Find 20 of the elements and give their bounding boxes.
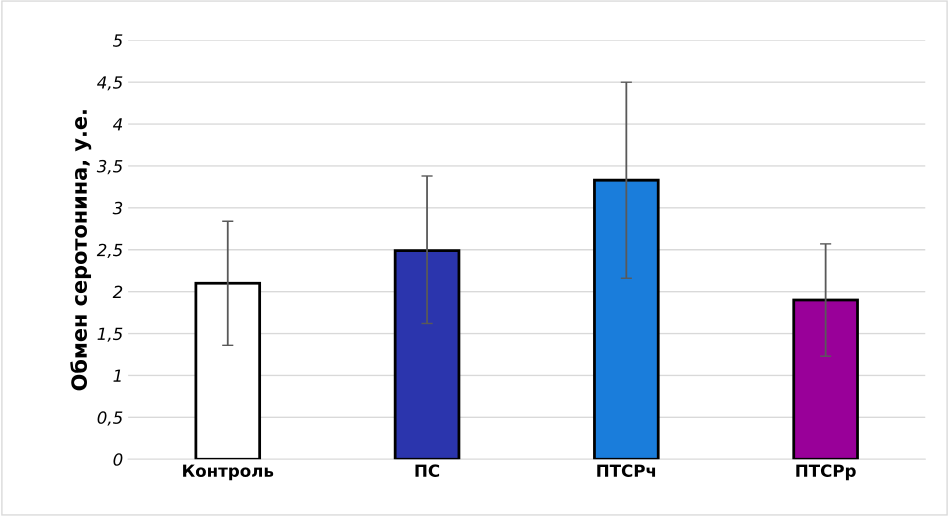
x-tick-label: ПТСРч [597,464,656,477]
y-tick-label: 4,5 [97,76,122,90]
y-tick-label: 0,5 [98,411,122,426]
y-tick-label: 5 [112,34,122,47]
bar [194,282,262,460]
x-tick-label: Контроль [183,464,274,480]
x-tick-label: ПТСРр [796,464,856,480]
y-tick-label: 3,5 [96,160,122,174]
y-tick-label: 2 [112,286,122,298]
y-tick-label: 0 [113,453,122,466]
bar [792,298,859,460]
y-axis-title: Обмен серотонина, у.е. [70,110,92,390]
y-tick-label: 1 [113,370,121,382]
y-tick-label: 3 [112,202,122,214]
x-tick-label: ПС [415,464,440,477]
y-tick-label: 4 [112,118,122,130]
y-tick-label: 1,5 [98,328,122,342]
y-tick-label: 2,5 [96,244,122,258]
bar [593,178,660,460]
bar [394,249,460,460]
